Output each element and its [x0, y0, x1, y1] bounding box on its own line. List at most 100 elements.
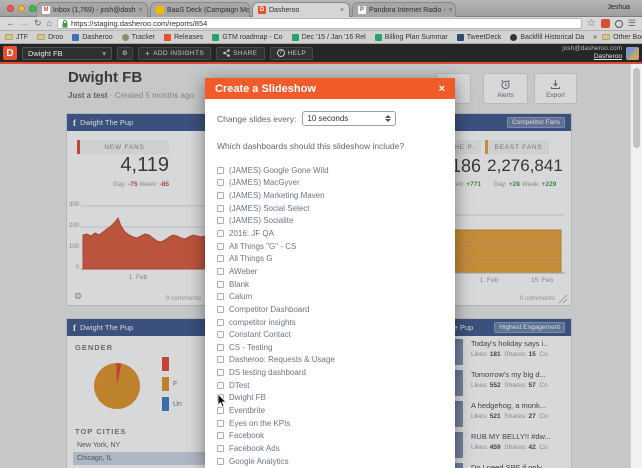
city-row[interactable]: Chicago, IL [73, 452, 205, 465]
interval-select[interactable]: 10 seconds [302, 111, 397, 126]
dashboard-option[interactable]: (JAMES) Social Select [217, 202, 447, 215]
tab-dasheroo[interactable]: D Dasheroo × [252, 2, 350, 17]
bookmark-item[interactable]: Tracker [121, 33, 155, 41]
mac-close-button[interactable] [7, 5, 14, 12]
checkbox[interactable] [217, 280, 224, 288]
other-bookmarks[interactable]: Other Bookmarks [602, 34, 642, 41]
dashboard-option[interactable]: Facebook Ads [217, 442, 447, 455]
resize-handle-icon[interactable] [558, 294, 568, 304]
mac-zoom-button[interactable] [29, 5, 36, 12]
back-icon[interactable]: ← [6, 18, 15, 28]
tab-close-icon[interactable]: × [339, 6, 344, 14]
bookmark-item[interactable]: Dec '15 / Jan '16 Rel [291, 33, 366, 41]
comments-link[interactable]: 0 comments [519, 295, 555, 302]
bookmarks-overflow-icon[interactable]: » [593, 33, 598, 41]
extension-icon[interactable] [600, 19, 610, 28]
checkbox[interactable] [217, 179, 224, 187]
bookmark-item[interactable]: Dasheroo [72, 33, 113, 41]
checkbox[interactable] [217, 381, 224, 389]
dashboard-option[interactable]: All Things G [217, 252, 447, 265]
dasheroo-logo[interactable]: D [3, 46, 17, 60]
dashboard-option[interactable]: (JAMES) MacGyver [217, 177, 447, 190]
avatar[interactable] [626, 46, 639, 60]
dashboard-option[interactable]: (JAMES) Socialite [217, 215, 447, 228]
bookmark-item[interactable]: Droo [37, 34, 63, 41]
checkbox[interactable] [217, 242, 224, 250]
checkbox[interactable] [217, 166, 224, 174]
checkbox[interactable] [217, 318, 224, 326]
widget-settings-gear-icon[interactable]: ⚙ [74, 291, 83, 301]
page-scrollbar[interactable] [630, 64, 642, 468]
tab-close-icon[interactable]: × [448, 6, 453, 14]
tab-close-icon[interactable]: × [138, 6, 143, 14]
bookmark-item[interactable]: JTF [5, 34, 28, 41]
chrome-menu-icon[interactable]: ☰ [627, 18, 636, 28]
bookmark-item[interactable]: GTM roadmap - Co [212, 33, 283, 41]
checkbox[interactable] [217, 255, 224, 263]
checkbox[interactable] [217, 267, 224, 275]
dashboard-option[interactable]: Eventbrite [217, 404, 447, 417]
widget-badge[interactable]: Highest Engagement [494, 322, 565, 333]
mac-minimize-button[interactable] [18, 5, 25, 12]
checkbox[interactable] [217, 444, 224, 452]
board-settings-button[interactable]: ⚙ [117, 46, 133, 60]
close-icon[interactable]: × [438, 82, 445, 95]
bookmark-item[interactable]: TweetDeck [456, 33, 501, 41]
add-insights-button[interactable]: + ADD INSIGHTS [138, 46, 212, 60]
checkbox[interactable] [217, 406, 224, 414]
dashboard-option[interactable]: Dwight FB [217, 392, 447, 405]
checkbox[interactable] [217, 192, 224, 200]
checkbox[interactable] [217, 356, 224, 364]
checkbox[interactable] [217, 343, 224, 351]
dashboard-option[interactable]: Constant Contact [217, 328, 447, 341]
export-button[interactable]: Export [534, 73, 577, 104]
dashboard-option[interactable]: AWeber [217, 265, 447, 278]
widget-badge[interactable]: Competitor Fans [506, 117, 565, 128]
url-field[interactable]: https://staging.dasheroo.com/reports/854 [56, 18, 582, 29]
dashboard-option[interactable]: (JAMES) Google Gone Wild [217, 164, 447, 177]
dashboard-option[interactable]: DTest [217, 379, 447, 392]
forward-icon[interactable]: → [20, 18, 29, 28]
widget-header[interactable]: f Dwight The Pup [67, 114, 207, 131]
dashboard-option[interactable]: (JAMES) Marketing Maven [217, 189, 447, 202]
bookmark-star-icon[interactable]: ☆ [586, 17, 596, 29]
dashboard-option[interactable]: All Things "G" - CS [217, 240, 447, 253]
dashboard-option[interactable]: Google Analytics [217, 455, 447, 468]
city-row[interactable]: New York, NY [73, 439, 205, 452]
home-icon[interactable]: ⌂ [46, 18, 52, 28]
dashboard-option[interactable]: 2016: JF QA [217, 227, 447, 240]
checkbox[interactable] [217, 204, 224, 212]
dashboard-option[interactable]: CS - Testing [217, 341, 447, 354]
checkbox[interactable] [217, 369, 224, 377]
widget-header[interactable]: f Dwight The Pup [67, 319, 207, 336]
help-button[interactable]: ? HELP [269, 46, 314, 60]
bookmark-item[interactable]: Releases [164, 33, 203, 41]
dashboard-option[interactable]: Dasheroo: Requests & Usage [217, 354, 447, 367]
dashboard-option[interactable]: DS testing dashboard [217, 366, 447, 379]
bookmark-item[interactable]: Backfill Historical Da [510, 33, 584, 41]
scrollbar-thumb[interactable] [633, 68, 640, 148]
bookmark-item[interactable]: Billing Plan Summar [374, 33, 448, 41]
reload-icon[interactable]: ↻ [34, 18, 42, 28]
dashboard-option[interactable]: Calum [217, 290, 447, 303]
dashboard-option[interactable]: competitor insights [217, 316, 447, 329]
checkbox[interactable] [217, 457, 224, 465]
checkbox[interactable] [217, 217, 224, 225]
tab-pandora[interactable]: P Pandora Internet Radio - × [352, 2, 456, 17]
extension-circle-icon[interactable] [614, 19, 623, 28]
chrome-profile-name[interactable]: Jeshua [607, 4, 630, 11]
checkbox[interactable] [217, 432, 224, 440]
checkbox[interactable] [217, 419, 224, 427]
tab-slides[interactable]: BaaS Deck (Campaign Mon × [150, 2, 250, 17]
comments-link[interactable]: 0 comments [165, 295, 201, 302]
share-button[interactable]: SHARE [216, 46, 265, 60]
checkbox[interactable] [217, 230, 224, 238]
dashboard-option[interactable]: Eyes on the KPIs [217, 417, 447, 430]
dashboard-option[interactable]: Competitor Dashboard [217, 303, 447, 316]
user-account-link[interactable]: Dasheroo [593, 53, 622, 60]
checkbox[interactable] [217, 305, 224, 313]
tab-gmail[interactable]: M Inbox (1,769) - josh@dash × [36, 2, 148, 17]
board-selector[interactable]: Dwight FB ▾ [22, 46, 112, 60]
dashboard-option[interactable]: Blank [217, 278, 447, 291]
checkbox[interactable] [217, 293, 224, 301]
